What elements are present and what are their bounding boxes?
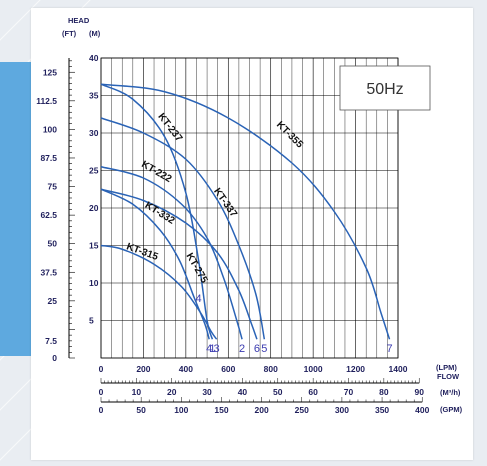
lpm-tick-label: 1400 — [389, 364, 408, 374]
m3h-tick-label: 60 — [308, 387, 318, 397]
x-axis-gpm: 0 50 100 150 200 250 300 350 400 — [99, 397, 430, 415]
ft-tick-label: 37.5 — [40, 267, 57, 277]
ft-tick-label: 125 — [43, 67, 57, 77]
lpm-tick-label: 1000 — [304, 364, 323, 374]
x-unit-flow: FLOW — [437, 372, 460, 381]
curve-kt-332 — [100, 188, 258, 340]
frequency-label: 50Hz — [366, 81, 403, 98]
curve-end-label: 6 — [254, 343, 260, 355]
ft-tick-label: 100 — [43, 124, 57, 134]
curve-kt-315 — [100, 244, 218, 340]
x-axis-lpm: 0 200 400 600 800 1000 1200 1400 — [99, 364, 408, 374]
m3h-tick-label: 0 — [99, 387, 104, 397]
curve-kt-355 — [100, 83, 391, 340]
x-unit-gpm: (GPM) — [440, 405, 463, 414]
x-unit-lpm: (LPM) — [436, 363, 457, 372]
m3h-tick-label: 20 — [167, 387, 177, 397]
plot-frame — [100, 57, 399, 359]
m-tick-label: 15 — [89, 241, 99, 251]
ft-tick-label: 62.5 — [40, 210, 57, 220]
m-tick-label: 5 — [89, 316, 94, 326]
ft-tick-label: 87.5 — [40, 153, 57, 163]
curve-end-label: 4 — [206, 343, 212, 355]
curve-end-label: 7 — [386, 343, 392, 355]
m3h-tick-label: 40 — [238, 387, 248, 397]
gpm-tick-label: 50 — [136, 405, 146, 415]
curve-label-kt-222: KT-222 — [139, 159, 173, 185]
lpm-tick-label: 200 — [136, 364, 150, 374]
ft-tick-label: 25 — [48, 296, 58, 306]
curve-labels: KT-2371KT-3557KT-3375KT-2222KT-3326KT-31… — [125, 111, 393, 355]
lpm-tick-label: 800 — [264, 364, 278, 374]
ft-tick-label: 75 — [48, 182, 58, 192]
ft-tick-label: 112.5 — [36, 96, 57, 106]
pump-curves — [100, 83, 391, 340]
gpm-tick-label: 400 — [415, 405, 429, 415]
y-axis-ft: 0 7.5 25 37.5 50 62.5 75 87.5 100 112.5 125 — [36, 58, 75, 363]
gpm-tick-label: 150 — [214, 405, 228, 415]
lpm-tick-label: 1200 — [346, 364, 365, 374]
curve-label-kt-355: KT-355 — [274, 119, 305, 150]
x-axis-m3h: 0 10 20 30 40 50 60 70 80 90 — [99, 378, 424, 397]
curve-label-kt-315: KT-315 — [125, 241, 160, 263]
m3h-tick-label: 10 — [132, 387, 142, 397]
m-tick-label: 25 — [89, 166, 99, 176]
curve-end-label: 2 — [239, 343, 245, 355]
gpm-tick-label: 250 — [295, 405, 309, 415]
y-unit-head: HEAD — [68, 16, 90, 25]
curve-kt-275 — [100, 188, 210, 340]
m3h-tick-label: 80 — [379, 387, 389, 397]
gpm-tick-label: 200 — [255, 405, 269, 415]
ft-tick-label: 7.5 — [45, 336, 57, 346]
gpm-tick-label: 300 — [335, 405, 349, 415]
gpm-tick-label: 100 — [174, 405, 188, 415]
lpm-tick-label: 400 — [179, 364, 193, 374]
m-tick-label: 30 — [89, 128, 99, 138]
curve-kt-337 — [100, 117, 266, 340]
ft-tick-label: 50 — [48, 239, 58, 249]
lpm-tick-label: 0 — [99, 364, 104, 374]
curve-end-label: 3 — [214, 343, 220, 355]
ft-tick-label: 0 — [52, 353, 57, 363]
m3h-tick-label: 30 — [202, 387, 212, 397]
curve-end-label: 1 — [209, 343, 215, 355]
x-unit-m3h: (M³/h) — [440, 388, 461, 397]
m3h-tick-label: 50 — [273, 387, 283, 397]
y-axis-m: 5 10 15 20 25 30 35 40 — [89, 53, 99, 326]
m3h-tick-label: 70 — [344, 387, 354, 397]
curve-kt-237 — [100, 83, 214, 340]
m-tick-label: 20 — [89, 203, 99, 213]
curve-marker-label: 4 — [196, 293, 202, 305]
m-tick-label: 10 — [89, 278, 99, 288]
m-tick-label: 35 — [89, 91, 99, 101]
lpm-tick-label: 600 — [221, 364, 235, 374]
y-unit-m: (M) — [89, 29, 101, 38]
m3h-tick-label: 90 — [414, 387, 424, 397]
y-unit-ft: (FT) — [62, 29, 77, 38]
frequency-box — [339, 65, 431, 111]
gpm-tick-label: 350 — [375, 405, 389, 415]
curve-label-kt-332: KT-332 — [143, 200, 177, 227]
gpm-tick-label: 0 — [99, 405, 104, 415]
curve-end-label: 5 — [261, 343, 267, 355]
curve-kt-222 — [100, 166, 243, 340]
m-tick-label: 40 — [89, 53, 99, 63]
